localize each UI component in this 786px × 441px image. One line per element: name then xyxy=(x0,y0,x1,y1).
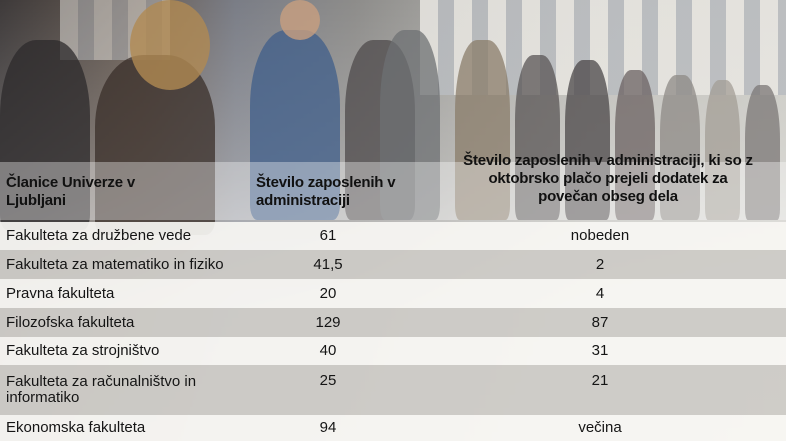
table-header: Članice Univerze v Ljubljani Število zap… xyxy=(0,152,786,220)
cell-staff: 129 xyxy=(315,313,341,331)
cell-member: Fakulteta za matematiko in fiziko xyxy=(6,255,224,273)
crowd-figure xyxy=(0,40,90,230)
crowd-figure-head xyxy=(130,0,210,90)
cell-staff: 61 xyxy=(319,227,337,244)
crowd-figure xyxy=(705,80,740,220)
cell-staff: 20 xyxy=(319,284,337,302)
crowd-figure xyxy=(745,85,780,220)
table-row: Fakulteta za matematiko in fiziko 41,5 2 xyxy=(0,250,786,279)
header-member: Članice Univerze v Ljubljani xyxy=(6,174,135,209)
crowd-figure xyxy=(660,75,700,220)
crowd-figure-head xyxy=(280,0,320,40)
table-row: Ekonomska fakulteta 94 večina xyxy=(0,415,786,441)
cell-staff: 41,5 xyxy=(313,255,343,273)
crowd-figure xyxy=(615,70,655,220)
crowd-figure xyxy=(380,30,440,220)
header-staff: Število zaposlenih v administraciji xyxy=(256,174,396,209)
table-row: Fakulteta za strojništvo 40 31 xyxy=(0,337,786,365)
cell-bonus: nobeden xyxy=(570,227,630,244)
crowd-figure xyxy=(565,60,610,220)
cell-staff: 40 xyxy=(319,342,337,359)
crowd-figure xyxy=(515,55,560,220)
cell-member: Fakulteta za strojništvo xyxy=(6,342,160,359)
cell-bonus: 4 xyxy=(595,284,605,302)
cell-staff: 94 xyxy=(319,419,337,436)
cell-bonus: večina xyxy=(578,419,622,436)
data-table: Fakulteta za družbene vede 61 nobeden Fa… xyxy=(0,222,786,441)
table-row: Fakulteta za družbene vede 61 nobeden xyxy=(0,222,786,250)
table-row: Fakulteta za računalništvo in informatik… xyxy=(0,365,786,415)
cell-member: Ekonomska fakulteta xyxy=(6,419,146,436)
header-bonus: Število zaposlenih v administraciji, ki … xyxy=(463,152,753,205)
cell-bonus: 21 xyxy=(591,372,609,389)
cell-staff: 25 xyxy=(319,372,337,389)
cell-member: Pravna fakulteta xyxy=(6,284,115,302)
cell-member: Fakulteta za družbene vede xyxy=(6,227,192,244)
cell-bonus: 31 xyxy=(591,342,609,359)
table-row: Filozofska fakulteta 129 87 xyxy=(0,308,786,337)
cell-member: Fakulteta za računalništvo in informatik… xyxy=(6,373,197,406)
crowd-figure xyxy=(250,30,340,220)
cell-bonus: 87 xyxy=(591,313,609,331)
crowd-figure xyxy=(455,40,510,220)
cell-member: Filozofska fakulteta xyxy=(6,313,135,331)
cell-bonus: 2 xyxy=(595,255,605,273)
table-row: Pravna fakulteta 20 4 xyxy=(0,279,786,308)
